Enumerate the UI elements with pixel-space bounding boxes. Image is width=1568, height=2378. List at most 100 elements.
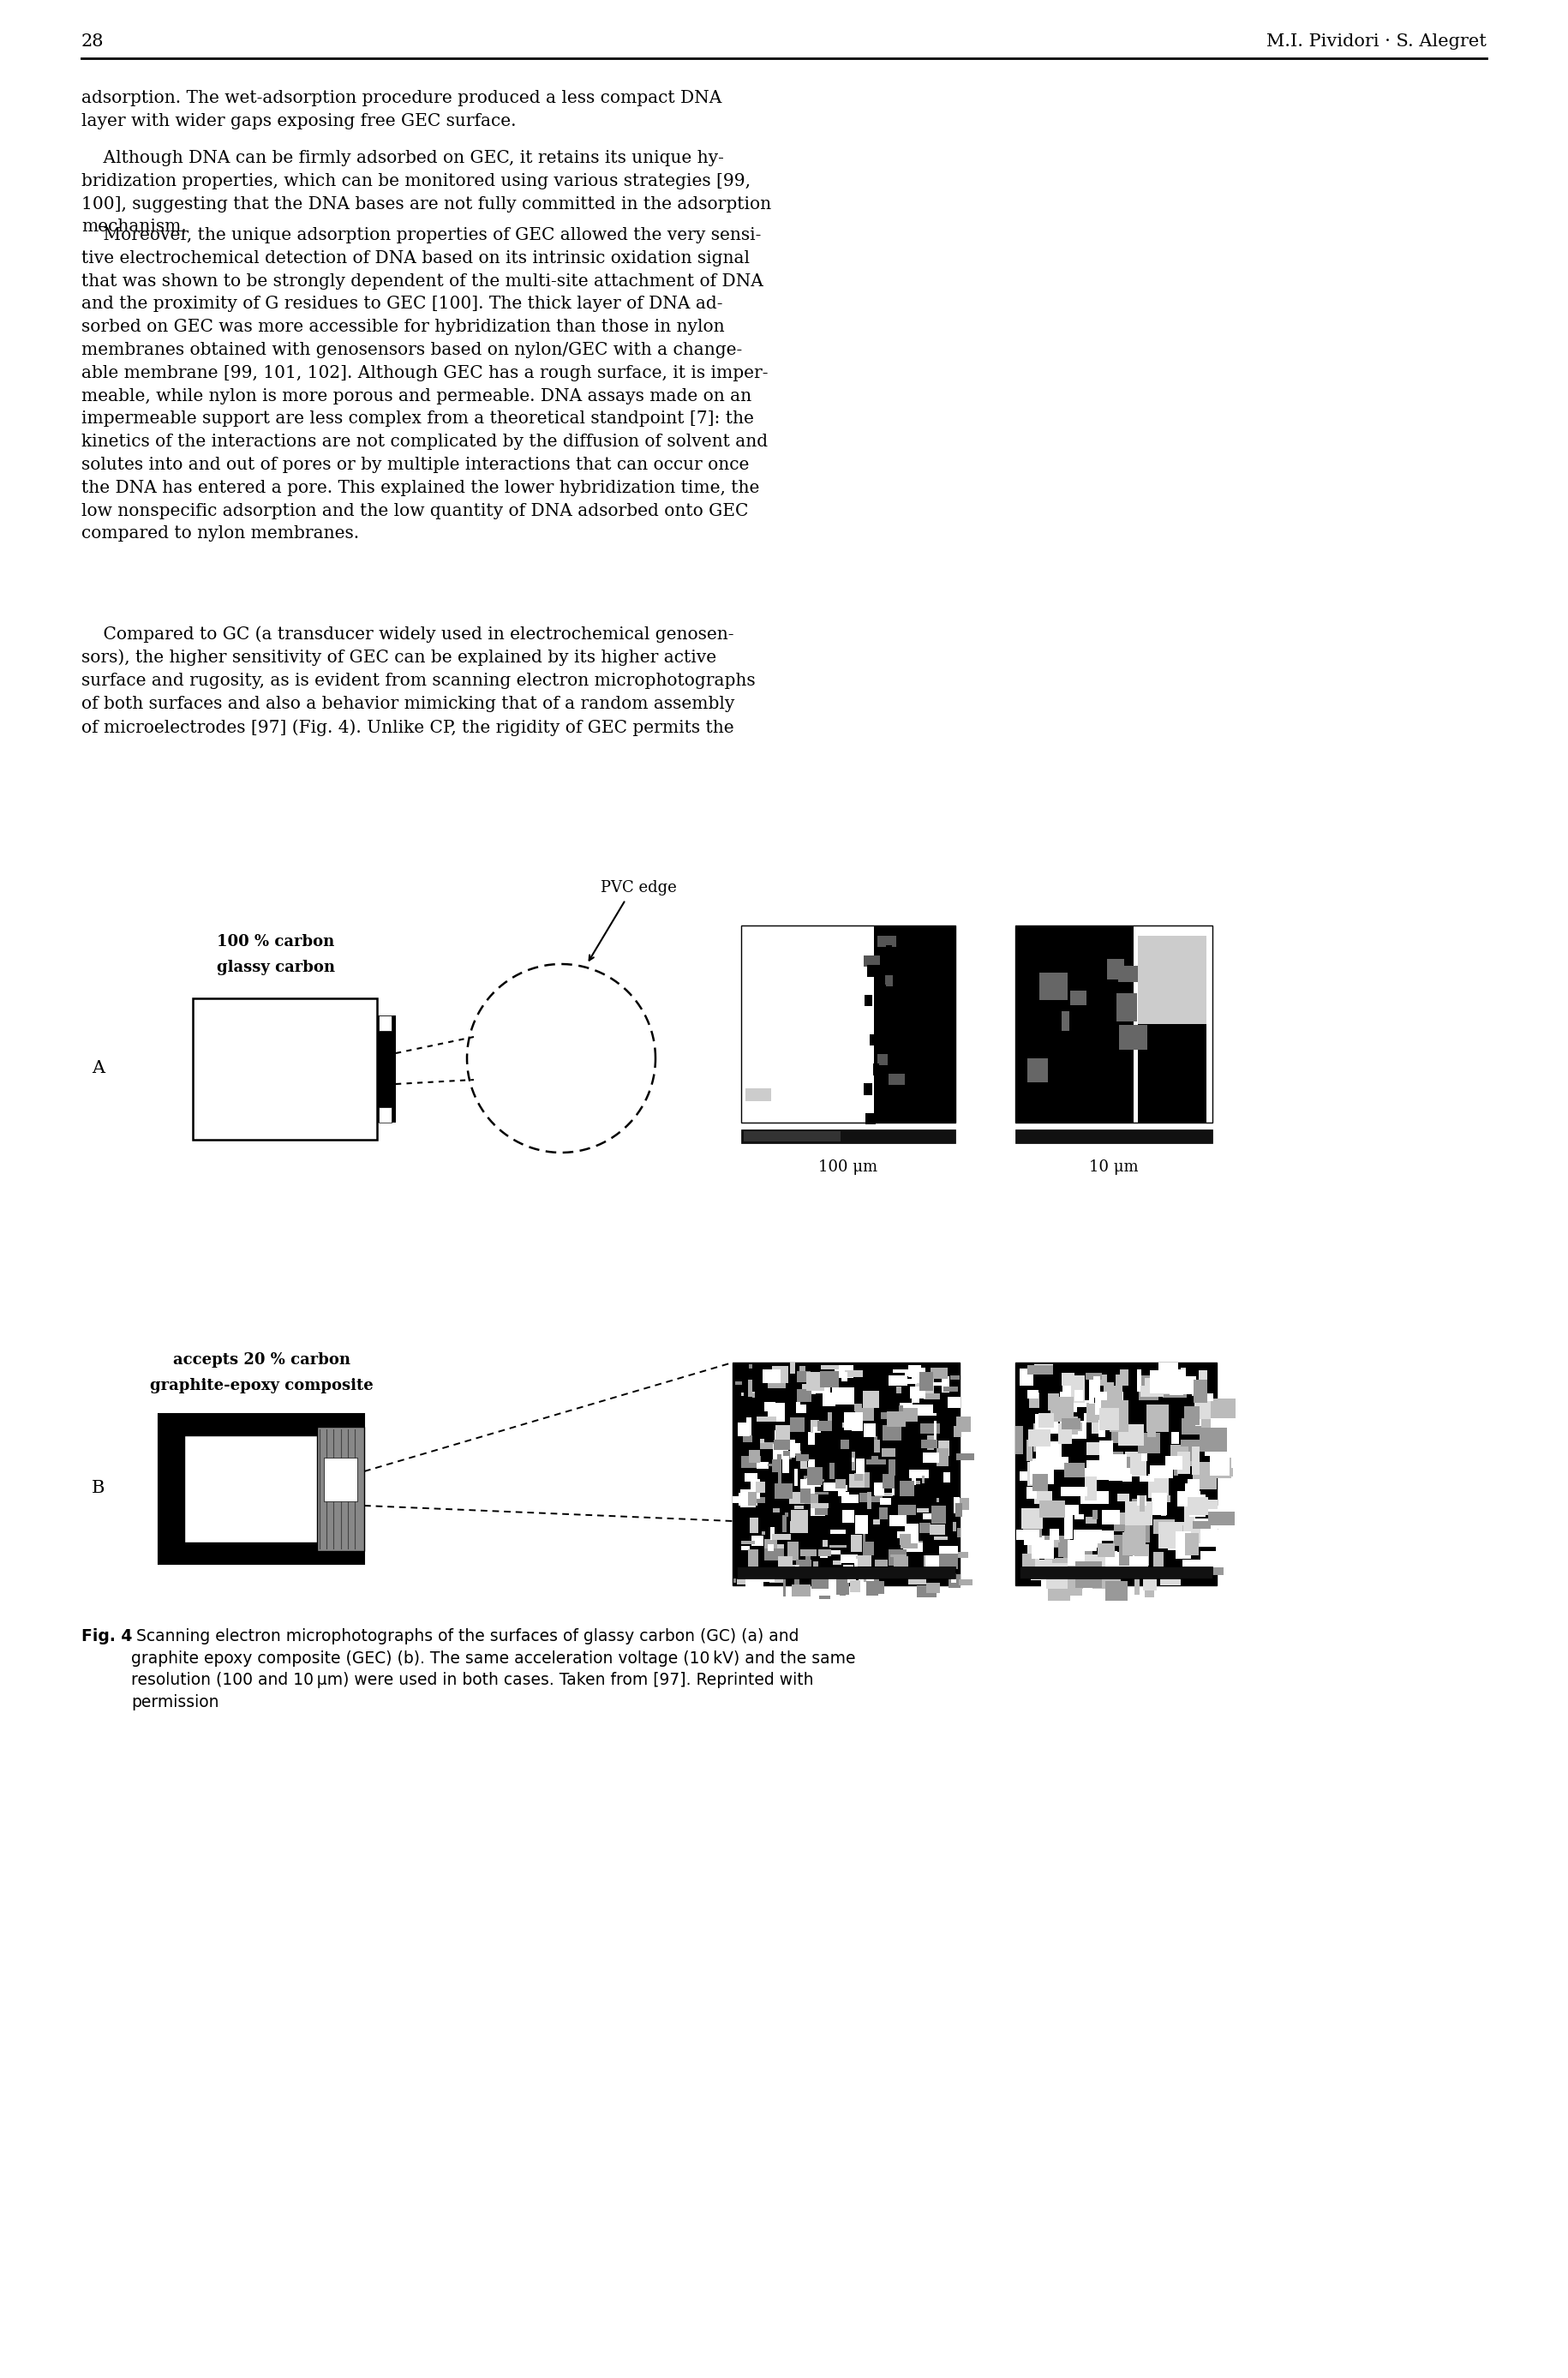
- Bar: [750, 1451, 760, 1462]
- Bar: [1085, 1467, 1110, 1479]
- Bar: [1118, 1424, 1143, 1446]
- Bar: [889, 1515, 906, 1527]
- Bar: [1025, 1486, 1036, 1498]
- Bar: [1069, 1548, 1091, 1555]
- Bar: [900, 1403, 913, 1420]
- Bar: [1027, 1543, 1040, 1572]
- Bar: [787, 1541, 798, 1560]
- Text: Scanning electron microphotographs of the surfaces of glassy carbon (GC) (a) and: Scanning electron microphotographs of th…: [132, 1629, 856, 1710]
- Bar: [820, 1370, 839, 1386]
- Bar: [1041, 1458, 1068, 1470]
- Bar: [1140, 1477, 1154, 1481]
- Bar: [1120, 1370, 1129, 1386]
- Bar: [1087, 1460, 1110, 1472]
- Bar: [840, 1579, 845, 1596]
- Bar: [1109, 1455, 1126, 1481]
- Bar: [883, 1424, 902, 1441]
- Bar: [1074, 1529, 1102, 1548]
- Bar: [732, 1363, 960, 1586]
- Bar: [734, 1579, 735, 1581]
- Bar: [855, 1472, 862, 1481]
- Bar: [742, 1541, 754, 1546]
- Bar: [864, 1424, 875, 1436]
- Bar: [1210, 1405, 1220, 1434]
- Bar: [898, 1405, 903, 1415]
- Bar: [1124, 1501, 1152, 1524]
- Bar: [1054, 1505, 1079, 1515]
- Bar: [795, 1470, 798, 1486]
- Bar: [795, 1574, 800, 1584]
- Bar: [1060, 1391, 1077, 1413]
- Bar: [886, 944, 892, 956]
- Bar: [1083, 1413, 1098, 1422]
- Bar: [1083, 1560, 1107, 1581]
- Bar: [1192, 1446, 1200, 1474]
- Bar: [1189, 1446, 1198, 1460]
- Bar: [920, 1422, 939, 1434]
- Bar: [751, 1581, 760, 1591]
- Bar: [942, 1472, 950, 1481]
- Text: 10 μm: 10 μm: [1090, 1160, 1138, 1175]
- Bar: [1085, 1477, 1096, 1501]
- Bar: [1185, 1534, 1200, 1555]
- Bar: [325, 1458, 358, 1501]
- Bar: [1168, 1522, 1195, 1550]
- Bar: [1030, 1458, 1054, 1484]
- Bar: [1098, 1420, 1105, 1436]
- Bar: [748, 1365, 753, 1370]
- Bar: [1062, 1486, 1087, 1496]
- Bar: [1215, 1529, 1220, 1555]
- Bar: [1187, 1496, 1207, 1515]
- Bar: [908, 1379, 916, 1384]
- Bar: [956, 1529, 961, 1539]
- Bar: [840, 1555, 858, 1562]
- Bar: [1148, 1417, 1156, 1436]
- Bar: [947, 1396, 960, 1408]
- Bar: [806, 1550, 811, 1567]
- Bar: [775, 1484, 792, 1498]
- Bar: [1046, 1562, 1068, 1589]
- Bar: [920, 1439, 938, 1448]
- Bar: [1193, 1379, 1207, 1403]
- Bar: [851, 1451, 855, 1472]
- Bar: [892, 1486, 895, 1496]
- Bar: [1160, 1496, 1167, 1517]
- Bar: [1193, 1462, 1217, 1489]
- Bar: [878, 935, 897, 946]
- Bar: [1176, 1546, 1187, 1555]
- Bar: [900, 1481, 914, 1496]
- Text: M.I. Pividori · S. Alegret: M.I. Pividori · S. Alegret: [1267, 33, 1486, 50]
- Bar: [1062, 1011, 1069, 1030]
- Bar: [850, 1579, 859, 1591]
- Bar: [855, 1403, 862, 1413]
- Bar: [836, 1484, 848, 1491]
- Bar: [1209, 1398, 1236, 1417]
- Bar: [1192, 1522, 1210, 1529]
- Bar: [873, 1436, 878, 1443]
- Bar: [1032, 1474, 1047, 1491]
- Bar: [1204, 1446, 1225, 1455]
- Bar: [1107, 1386, 1123, 1405]
- Bar: [773, 1367, 789, 1382]
- Bar: [866, 1586, 878, 1596]
- Text: Although DNA can be firmly adsorbed on GEC, it retains its unique hy-
bridizatio: Although DNA can be firmly adsorbed on G…: [82, 150, 771, 235]
- Bar: [1065, 1577, 1082, 1596]
- Bar: [1032, 1560, 1052, 1569]
- Bar: [1192, 1389, 1206, 1396]
- Bar: [1138, 1374, 1159, 1401]
- Bar: [829, 1529, 845, 1534]
- Bar: [1101, 1401, 1127, 1424]
- Bar: [949, 1574, 961, 1589]
- Bar: [1043, 1541, 1060, 1548]
- Bar: [1200, 1370, 1207, 1382]
- Bar: [1185, 1484, 1196, 1491]
- Bar: [1137, 1025, 1206, 1122]
- Text: adsorption. The wet-adsorption procedure produced a less compact DNA
layer with : adsorption. The wet-adsorption procedure…: [82, 90, 721, 128]
- Bar: [848, 1474, 866, 1489]
- Bar: [905, 1481, 920, 1484]
- Bar: [834, 1365, 853, 1377]
- Bar: [1210, 1455, 1229, 1477]
- Bar: [806, 1372, 825, 1391]
- Bar: [829, 1462, 834, 1479]
- Bar: [1019, 1567, 1212, 1579]
